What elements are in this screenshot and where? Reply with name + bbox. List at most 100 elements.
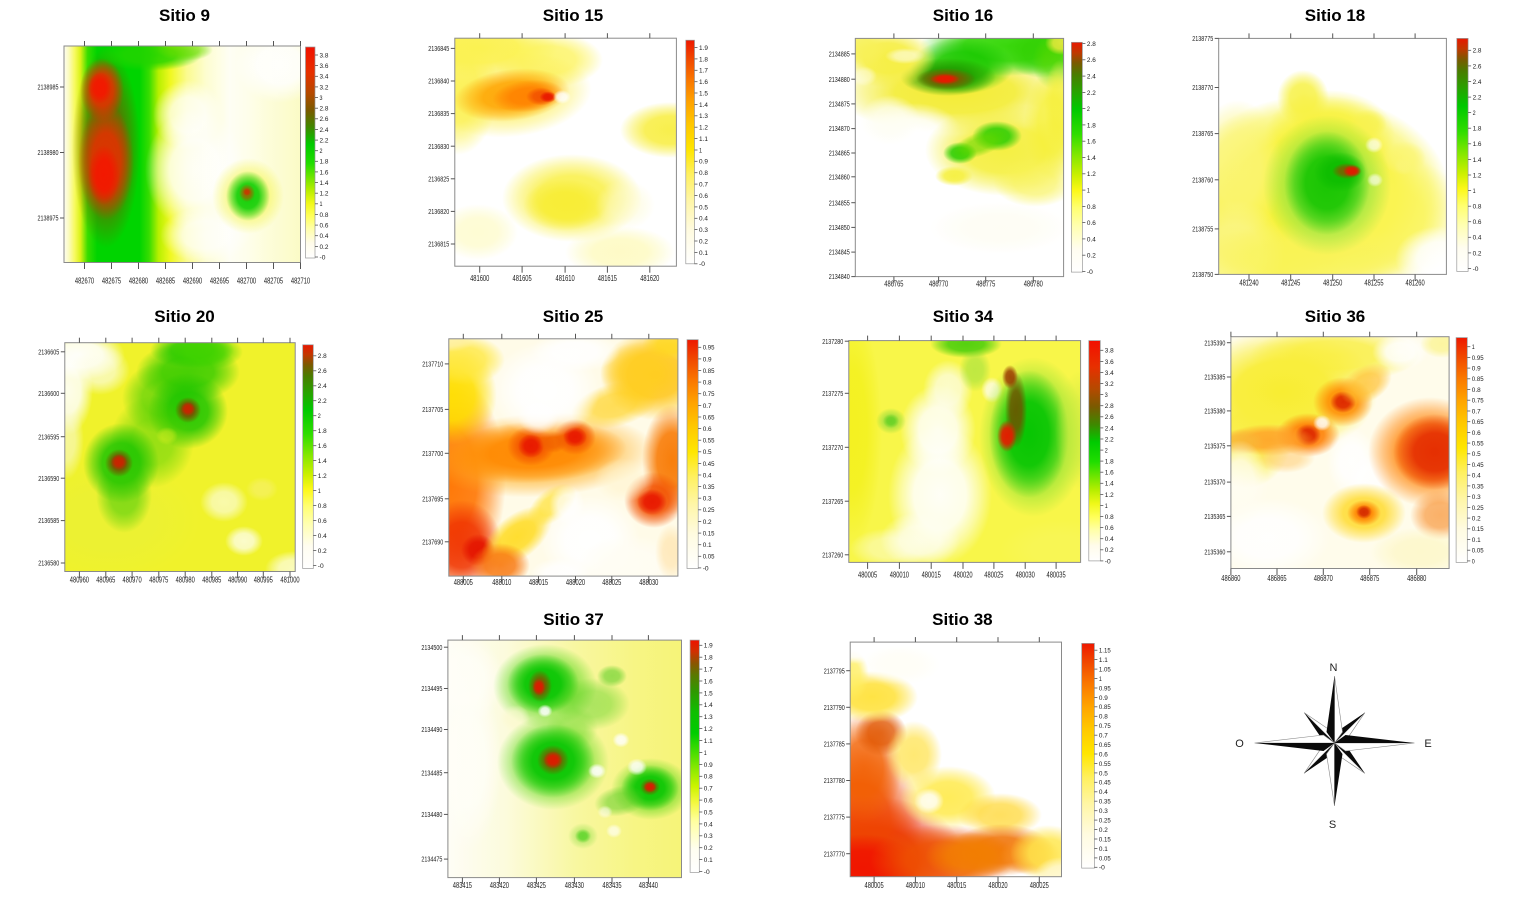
svg-text:2134485: 2134485 (421, 768, 442, 777)
svg-text:2135375: 2135375 (1204, 441, 1225, 450)
svg-text:2134480: 2134480 (421, 810, 442, 819)
svg-text:0.6: 0.6 (1473, 219, 1482, 226)
svg-text:0.8: 0.8 (704, 774, 713, 781)
svg-text:O: O (1235, 738, 1244, 750)
svg-text:1.1: 1.1 (699, 136, 708, 143)
svg-text:0: 0 (1472, 558, 1475, 565)
svg-text:2134885: 2134885 (829, 50, 850, 59)
svg-text:2137795: 2137795 (824, 666, 845, 675)
svg-text:2138765: 2138765 (1192, 129, 1213, 138)
svg-text:488020: 488020 (566, 578, 586, 587)
svg-text:0.4: 0.4 (318, 533, 327, 540)
svg-text:2136815: 2136815 (428, 240, 449, 249)
svg-text:488030: 488030 (639, 578, 659, 587)
svg-text:0.45: 0.45 (703, 461, 715, 468)
svg-text:483435: 483435 (602, 881, 622, 890)
svg-text:S: S (1329, 819, 1336, 831)
svg-text:Sitio 36: Sitio 36 (1305, 307, 1365, 326)
svg-text:3.8: 3.8 (1105, 348, 1114, 355)
svg-text:2134490: 2134490 (421, 725, 442, 734)
svg-text:2136820: 2136820 (428, 207, 449, 216)
svg-text:Sitio 37: Sitio 37 (543, 610, 603, 629)
svg-text:486770: 486770 (929, 280, 949, 289)
svg-text:0.8: 0.8 (318, 503, 327, 510)
svg-text:2136840: 2136840 (428, 77, 449, 86)
svg-text:480015: 480015 (922, 570, 942, 579)
svg-text:2136605: 2136605 (38, 347, 59, 356)
svg-text:2134880: 2134880 (829, 75, 850, 84)
svg-text:2134860: 2134860 (829, 172, 850, 181)
svg-text:0.05: 0.05 (1472, 548, 1484, 555)
svg-text:1: 1 (1099, 676, 1102, 683)
svg-text:Sitio 34: Sitio 34 (933, 307, 994, 326)
svg-text:2.4: 2.4 (320, 127, 329, 134)
svg-text:1.1: 1.1 (1099, 657, 1108, 664)
svg-text:0.4: 0.4 (320, 233, 329, 240)
svg-text:1: 1 (699, 147, 702, 154)
svg-text:2.8: 2.8 (320, 106, 329, 113)
svg-text:1.4: 1.4 (320, 180, 329, 187)
svg-text:0.3: 0.3 (699, 227, 708, 234)
svg-text:1.8: 1.8 (699, 56, 708, 63)
svg-text:2135365: 2135365 (1204, 512, 1225, 521)
svg-text:1.2: 1.2 (704, 726, 713, 733)
svg-text:481600: 481600 (470, 274, 490, 283)
svg-text:2136830: 2136830 (428, 142, 449, 151)
svg-text:480965: 480965 (96, 576, 116, 585)
svg-text:0.2: 0.2 (1472, 516, 1481, 523)
svg-text:2137270: 2137270 (822, 443, 843, 452)
svg-text:480030: 480030 (1016, 570, 1036, 579)
svg-text:2: 2 (1473, 110, 1476, 117)
svg-text:2134855: 2134855 (829, 198, 850, 207)
svg-text:486775: 486775 (976, 280, 996, 289)
svg-text:0.6: 0.6 (1087, 220, 1096, 227)
svg-text:482680: 482680 (129, 277, 149, 286)
svg-text:2135370: 2135370 (1204, 478, 1225, 487)
svg-text:2138770: 2138770 (1192, 83, 1213, 92)
svg-text:1.15: 1.15 (1099, 648, 1111, 655)
svg-text:2136835: 2136835 (428, 109, 449, 118)
svg-text:2137700: 2137700 (422, 449, 443, 458)
svg-text:0.25: 0.25 (1472, 505, 1484, 512)
svg-text:2137695: 2137695 (422, 494, 443, 503)
svg-text:0.5: 0.5 (699, 204, 708, 211)
svg-text:2: 2 (1087, 106, 1090, 113)
svg-text:2138980: 2138980 (38, 148, 59, 157)
svg-text:0.7: 0.7 (703, 403, 712, 410)
svg-text:1.4: 1.4 (1087, 155, 1096, 162)
svg-text:-0: -0 (699, 261, 705, 268)
svg-text:-0: -0 (1473, 266, 1479, 273)
svg-text:2135390: 2135390 (1204, 338, 1225, 347)
svg-text:481255: 481255 (1364, 278, 1384, 287)
svg-text:0.4: 0.4 (1473, 235, 1482, 242)
svg-text:482705: 482705 (264, 277, 284, 286)
svg-text:Sitio 20: Sitio 20 (154, 307, 214, 326)
svg-text:483440: 483440 (639, 881, 659, 890)
svg-text:0.45: 0.45 (1099, 780, 1111, 787)
svg-text:1: 1 (704, 750, 707, 757)
svg-text:0.1: 0.1 (699, 250, 708, 257)
svg-text:0.2: 0.2 (320, 244, 329, 251)
svg-text:488025: 488025 (602, 578, 622, 587)
svg-text:480975: 480975 (149, 576, 169, 585)
svg-text:0.4: 0.4 (704, 821, 713, 828)
svg-text:E: E (1424, 738, 1431, 750)
svg-text:2134865: 2134865 (829, 149, 850, 158)
svg-text:0.85: 0.85 (703, 368, 715, 375)
svg-text:3.4: 3.4 (320, 74, 329, 81)
svg-text:Sitio 25: Sitio 25 (543, 307, 603, 326)
svg-text:486865: 486865 (1267, 574, 1287, 583)
svg-text:481615: 481615 (598, 274, 618, 283)
svg-text:480010: 480010 (906, 881, 926, 890)
svg-text:482700: 482700 (237, 277, 257, 286)
svg-text:3.6: 3.6 (320, 63, 329, 70)
svg-text:2.2: 2.2 (1105, 436, 1114, 443)
svg-text:481245: 481245 (1281, 278, 1301, 287)
svg-text:1.5: 1.5 (704, 690, 713, 697)
svg-text:0.65: 0.65 (1099, 742, 1111, 749)
svg-text:0.7: 0.7 (1472, 408, 1481, 415)
svg-text:0.4: 0.4 (1472, 473, 1481, 480)
svg-text:0.75: 0.75 (1472, 398, 1484, 405)
svg-text:0.5: 0.5 (704, 809, 713, 816)
svg-text:2.4: 2.4 (1087, 74, 1096, 81)
